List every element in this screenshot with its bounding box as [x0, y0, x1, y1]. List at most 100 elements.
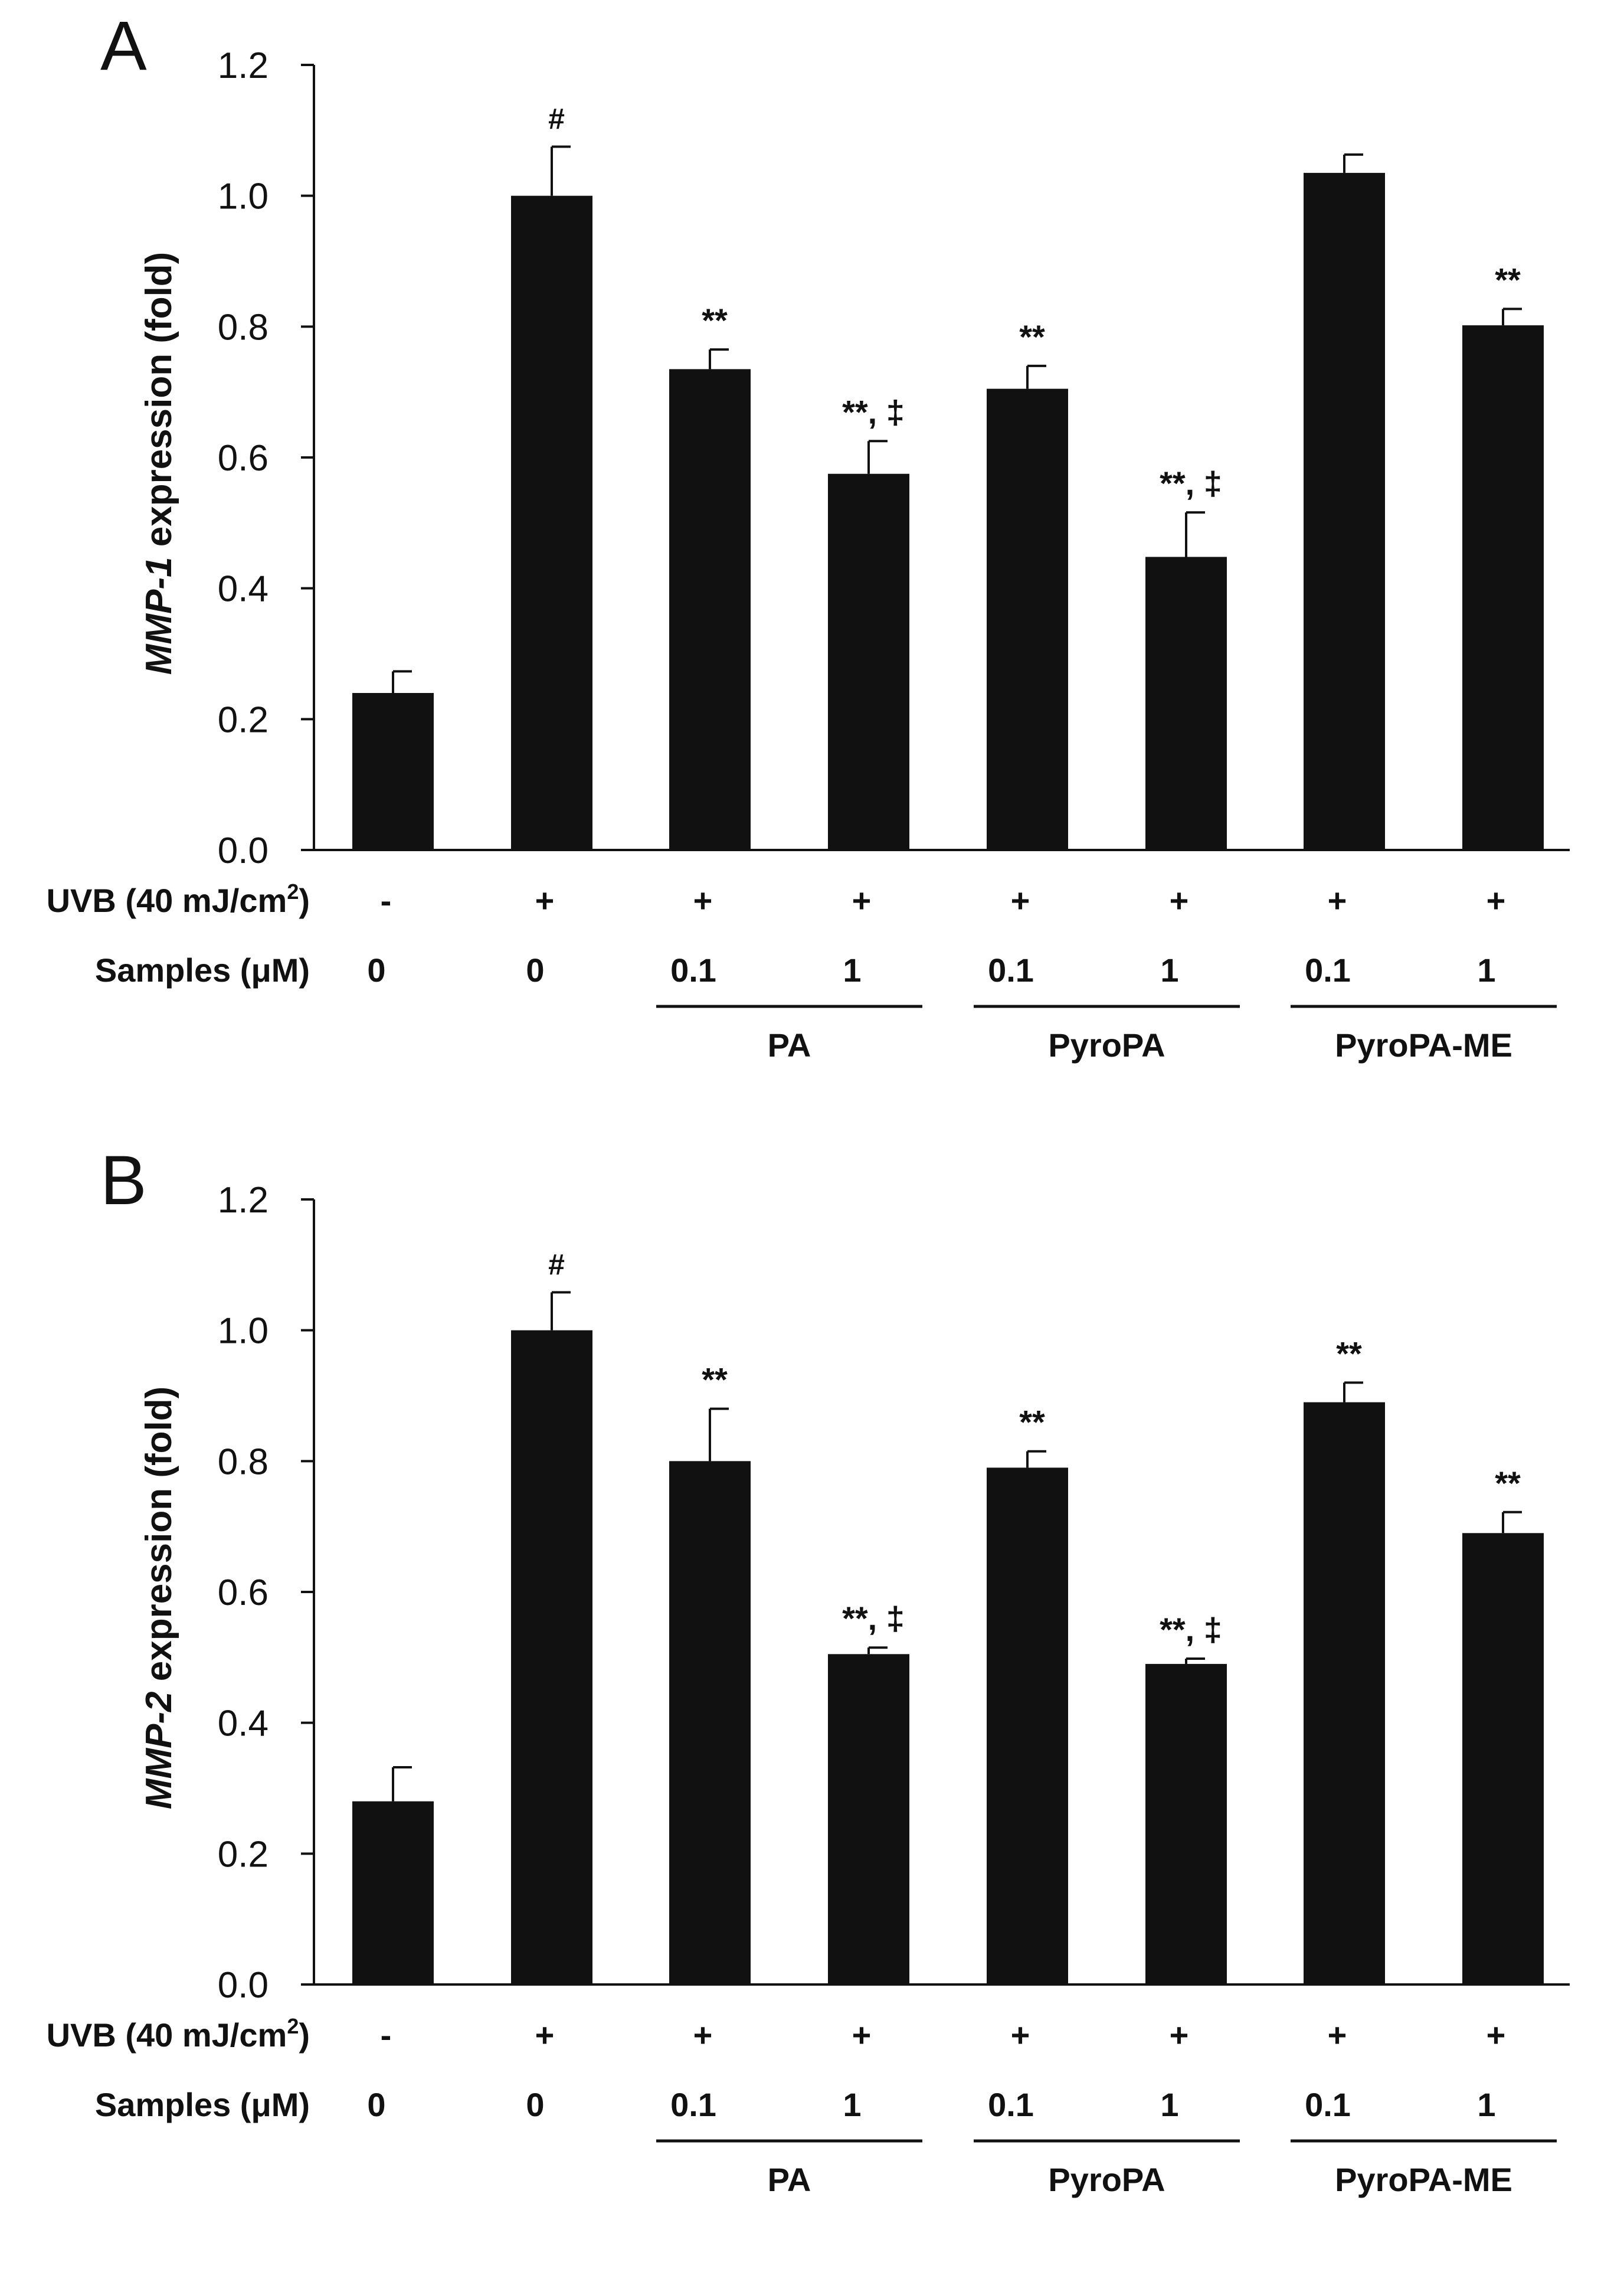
chart-b-y-tick-label: 0.4 — [218, 1704, 269, 1744]
chart-a-group-label: PA — [768, 1026, 811, 1064]
chart-b-uvb-value: + — [1011, 2016, 1030, 2054]
chart-a-uvb-value: + — [1487, 882, 1506, 919]
chart-b-uvb-value: + — [1487, 2016, 1506, 2054]
chart-a-samples-value: 1 — [1160, 952, 1178, 989]
chart-b-uvb-label-close: ) — [299, 2016, 310, 2054]
chart-b-bar — [352, 1801, 434, 1984]
chart-b-uvb-value: + — [852, 2016, 872, 2054]
chart-a-bar — [352, 693, 434, 850]
chart-a-samples-value: 1 — [1477, 952, 1495, 989]
chart-a-y-tick-label: 0.2 — [218, 699, 269, 740]
chart-b-significance-label: ** — [702, 1361, 728, 1398]
chart-b-bar — [669, 1461, 751, 1984]
chart-a-samples-label: Samples (μM) — [95, 952, 310, 989]
chart-b-uvb-label-text: UVB (40 mJ/cm — [47, 2016, 287, 2054]
chart-a-uvb-label: UVB (40 mJ/cm2) — [47, 880, 310, 919]
chart-b-y-axis-label-text: expression (fold) — [139, 1387, 179, 1692]
chart-b-significance-label: **, ‡ — [1160, 1611, 1222, 1648]
chart-b-bar — [1462, 1533, 1544, 1984]
chart-b-group-label: PyroPA — [1048, 2161, 1165, 2198]
chart-a-y-axis-label-gene: MMP-1 — [139, 557, 179, 675]
panel-b: B 0.0 0.2 0.4 0.6 0.8 1.0 1.2 MMP-2 expression (… — [0, 1134, 1624, 2269]
chart-b: B 0.0 0.2 0.4 0.6 0.8 1.0 1.2 MMP-2 expression (… — [47, 1142, 1570, 2198]
chart-b-y-tick-label: 1.2 — [218, 1180, 269, 1221]
chart-a-y-axis-label: MMP-1 expression (fold) — [139, 252, 179, 675]
chart-a-uvb-value: + — [1011, 882, 1030, 919]
chart-a-y-tick-label: 1.2 — [218, 45, 269, 86]
chart-a-group-label: PyroPA-ME — [1335, 1026, 1512, 1064]
chart-b-uvb-value: + — [1328, 2016, 1347, 2054]
chart-a-bar — [669, 369, 751, 850]
chart-b-uvb-label-sup: 2 — [287, 2014, 299, 2038]
chart-a-bar — [1145, 557, 1227, 850]
chart-b-panel-letter: B — [100, 1142, 147, 1219]
chart-a-uvb-value: + — [693, 882, 713, 919]
chart-a-y-tick-label: 1.0 — [218, 176, 269, 217]
chart-a-samples-value: 0.1 — [670, 952, 716, 989]
chart-a-uvb-value: + — [852, 882, 872, 919]
chart-b-y-tick-label: 0.6 — [218, 1572, 269, 1613]
chart-b-significance-label: ** — [1336, 1335, 1362, 1372]
chart-a-y-tick-label: 0.0 — [218, 831, 269, 871]
chart-a-group-label: PyroPA — [1048, 1026, 1165, 1064]
chart-b-uvb-value: + — [535, 2016, 555, 2054]
chart-a-bar — [1462, 325, 1544, 850]
chart-a-significance-label: **, ‡ — [1160, 465, 1222, 502]
chart-a-significance-label: **, ‡ — [842, 393, 905, 430]
chart-b-y-tick-label: 0.0 — [218, 1965, 269, 2006]
chart-b-samples-label: Samples (μM) — [95, 2086, 310, 2123]
chart-b-significance-label: # — [548, 1248, 565, 1281]
chart-a-significance-label: ** — [1019, 318, 1045, 355]
chart-b-y-axis-label-gene: MMP-2 — [139, 1691, 179, 1809]
chart-b-samples-value: 0.1 — [1305, 2086, 1351, 2123]
chart-a-bar — [987, 388, 1068, 850]
chart-a-y-tick-label: 0.8 — [218, 307, 269, 348]
chart-a-bar — [511, 195, 592, 851]
chart-a-samples-value: 1 — [843, 952, 861, 989]
chart-a-uvb-label-text: UVB (40 mJ/cm — [47, 882, 287, 919]
chart-b-uvb-label: UVB (40 mJ/cm2) — [47, 2014, 310, 2054]
chart-a-y-axis-label-text: expression (fold) — [139, 252, 179, 557]
chart-b-significance-label: ** — [1019, 1404, 1045, 1441]
chart-a-significance-label: ** — [702, 302, 728, 339]
chart-a-uvb-value: + — [535, 882, 555, 919]
chart-b-bar — [1145, 1663, 1227, 1984]
chart-a-samples-value: 0.1 — [1305, 952, 1351, 989]
chart-a-samples-value: 0 — [367, 952, 385, 989]
chart-b-group-label: PyroPA-ME — [1335, 2161, 1512, 2198]
chart-b-uvb-value: + — [693, 2016, 713, 2054]
chart-b-y-tick-label: 0.8 — [218, 1441, 269, 1482]
chart-b-samples-value: 1 — [1477, 2086, 1495, 2123]
chart-a-bar — [828, 473, 909, 850]
chart-b-samples-value: 0.1 — [988, 2086, 1034, 2123]
chart-a: A 0.0 0.2 0.4 0.6 0.8 1.0 1.2 MMP-1 expression (… — [47, 7, 1570, 1064]
chart-b-bar — [828, 1654, 909, 1984]
chart-a-uvb-value: + — [1170, 882, 1189, 919]
chart-b-samples-value: 0.1 — [670, 2086, 716, 2123]
chart-a-samples-value: 0.1 — [988, 952, 1034, 989]
chart-b-uvb-value: - — [381, 2016, 392, 2054]
chart-b-bar — [1304, 1402, 1385, 1984]
panel-a: A 0.0 0.2 0.4 0.6 0.8 1.0 1.2 MMP-1 expression (… — [0, 0, 1624, 1134]
chart-a-uvb-label-close: ) — [299, 882, 310, 919]
chart-b-samples-value: 1 — [843, 2086, 861, 2123]
chart-b-group-label: PA — [768, 2161, 811, 2198]
chart-a-y-tick-label: 0.6 — [218, 438, 269, 479]
chart-a-bar — [1304, 172, 1385, 850]
chart-a-panel-letter: A — [100, 7, 147, 85]
chart-a-uvb-value: - — [381, 882, 392, 919]
chart-b-significance-label: ** — [1495, 1464, 1521, 1502]
chart-a-significance-label: ** — [1495, 261, 1521, 298]
chart-b-bar — [511, 1330, 592, 1984]
chart-a-significance-label: # — [548, 103, 565, 136]
chart-b-y-tick-label: 1.0 — [218, 1311, 269, 1352]
chart-b-bar — [987, 1467, 1068, 1984]
chart-b-samples-value: 0 — [526, 2086, 544, 2123]
chart-b-samples-value: 0 — [367, 2086, 385, 2123]
chart-b-samples-value: 1 — [1160, 2086, 1178, 2123]
chart-b-significance-label: **, ‡ — [842, 1600, 905, 1637]
chart-a-uvb-label-sup: 2 — [287, 880, 299, 904]
chart-a-uvb-value: + — [1328, 882, 1347, 919]
chart-b-uvb-value: + — [1170, 2016, 1189, 2054]
chart-a-y-tick-label: 0.4 — [218, 569, 269, 610]
